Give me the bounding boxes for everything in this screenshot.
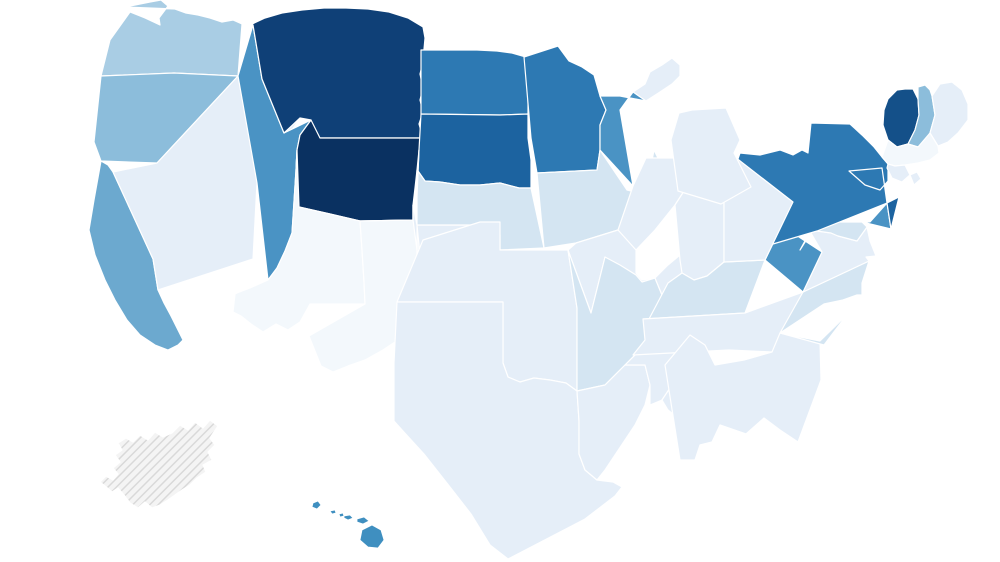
SD [418, 114, 531, 188]
ND [421, 50, 528, 115]
